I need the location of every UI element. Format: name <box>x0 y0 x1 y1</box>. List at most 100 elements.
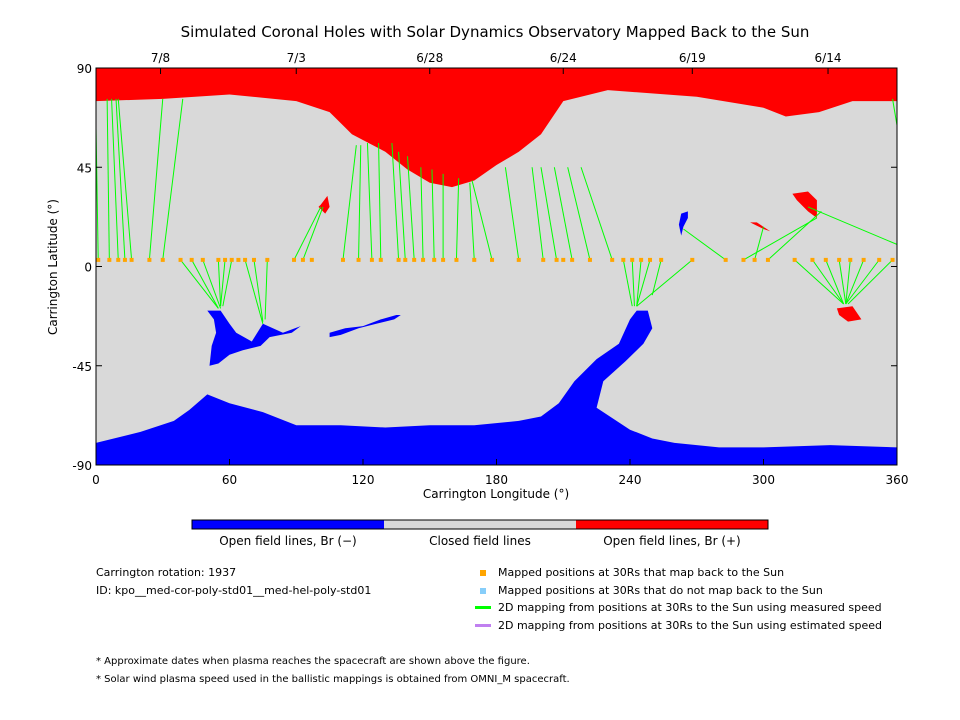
measured-mapping-line-45 <box>754 226 764 261</box>
y-tick-label: 45 <box>77 161 92 175</box>
mapped-point-10 <box>216 257 221 262</box>
y-tick-label: -45 <box>72 360 92 374</box>
measured-mapping-line-29 <box>469 182 475 260</box>
mapped-point-1 <box>107 257 112 262</box>
measured-mapping-line-32 <box>531 167 544 260</box>
region-positive-patch-100 <box>318 195 330 214</box>
date-tick-label: 6/24 <box>550 51 577 65</box>
mapped-point-20 <box>340 257 345 262</box>
measured-mapping-line-47 <box>794 259 844 305</box>
mapped-point-27 <box>421 257 426 262</box>
mapped-point-0 <box>96 257 101 262</box>
measured-mapping-line-36 <box>580 167 613 261</box>
legend-measured: 2D mapping from positions at 30Rs to the… <box>498 601 882 614</box>
measured-mapping-line-52 <box>845 259 865 305</box>
mapped-point-31 <box>472 257 477 262</box>
mapped-point-56 <box>877 257 882 262</box>
measured-mapping-line-55 <box>807 206 897 245</box>
mapped-point-41 <box>630 257 635 262</box>
measured-mapping-line-12 <box>222 259 233 307</box>
measured-mapping-line-17 <box>302 206 324 261</box>
measured-mapping-line-48 <box>812 259 845 305</box>
date-tick-label: 7/3 <box>287 51 306 65</box>
mapped-point-46 <box>723 257 728 262</box>
model-id: ID: kpo__med-cor-poly-std01__med-hel-pol… <box>96 584 372 597</box>
measured-mapping-line-30 <box>471 180 493 261</box>
mapped-point-37 <box>570 257 575 262</box>
measured-mapping-line-56 <box>892 98 897 126</box>
mapped-point-55 <box>861 257 866 262</box>
measured-mapping-line-42 <box>636 259 693 307</box>
x-tick-label: 0 <box>92 473 100 487</box>
measured-mapping-line-26 <box>431 169 435 260</box>
measured-mapping-line-40 <box>636 259 651 307</box>
mapping-lines <box>96 98 897 324</box>
mapped-point-7 <box>178 257 183 262</box>
measured-mapping-line-53 <box>845 259 880 305</box>
mapped-point-9 <box>200 257 205 262</box>
x-tick-label: 120 <box>352 473 375 487</box>
measured-mapping-line-18 <box>342 145 357 260</box>
mapped-point-40 <box>621 257 626 262</box>
measured-mapping-line-38 <box>631 259 635 307</box>
measured-mapping-line-16 <box>293 206 322 261</box>
mapped-point-22 <box>369 257 374 262</box>
mapped-point-19 <box>309 257 314 262</box>
mapped-point-43 <box>648 257 653 262</box>
mapped-point-2 <box>116 257 121 262</box>
mapped-point-30 <box>454 257 459 262</box>
x-tick-label: 300 <box>752 473 775 487</box>
measured-mapping-line-51 <box>845 259 851 305</box>
measured-mapping-line-9 <box>202 259 222 309</box>
mapped-point-28 <box>432 257 437 262</box>
x-tick-label: 240 <box>619 473 642 487</box>
mapped-point-44 <box>659 257 664 262</box>
measured-mapping-line-20 <box>366 142 373 260</box>
mapped-point-38 <box>587 257 592 262</box>
measured-mapping-line-11 <box>220 259 226 307</box>
mapped-point-42 <box>639 257 644 262</box>
measured-mapping-line-33 <box>540 167 558 260</box>
mapped-point-33 <box>516 257 521 262</box>
date-tick-label: 6/28 <box>416 51 443 65</box>
date-tick-label: 6/19 <box>679 51 706 65</box>
mapped-point-34 <box>541 257 546 262</box>
mapped-marker-swatch <box>480 570 486 576</box>
measured-mapping-line-3 <box>115 98 126 260</box>
date-tick-label: 7/8 <box>151 51 170 65</box>
mapped-point-53 <box>837 257 842 262</box>
measured-mapping-line-7 <box>180 259 219 309</box>
mapped-point-8 <box>189 257 194 262</box>
x-axis-label: Carrington Longitude (°) <box>423 487 569 501</box>
mapped-point-11 <box>223 257 228 262</box>
measured-mapping-line-25 <box>420 167 424 260</box>
measured-mapping-line-37 <box>622 259 633 307</box>
mapped-point-6 <box>160 257 165 262</box>
note-speed: * Solar wind plasma speed used in the ba… <box>96 674 570 685</box>
measured-mapping-line-2 <box>111 98 119 260</box>
legend-mapped: Mapped positions at 30Rs that map back t… <box>498 566 785 579</box>
mapped-point-4 <box>129 257 134 262</box>
region-positive-patch-340 <box>836 306 862 322</box>
y-tick-label: 0 <box>84 261 92 275</box>
measured-mapping-line-6 <box>162 98 184 260</box>
colorbar-open-positive <box>576 520 768 529</box>
measured-mapping-line-8 <box>191 259 219 309</box>
x-tick-label: 180 <box>485 473 508 487</box>
region-north-polar-positive <box>96 68 897 188</box>
colorbar: Open field lines, Br (−) Closed field li… <box>191 519 769 548</box>
measured-mapping-line-28 <box>455 178 460 260</box>
region-equatorial-negative-hole <box>207 310 301 366</box>
mapped-point-39 <box>610 257 615 262</box>
colorbar-label-closed: Closed field lines <box>429 534 531 548</box>
mapped-point-35 <box>554 257 559 262</box>
measured-mapping-line-34 <box>553 167 573 260</box>
x-tick-label: 60 <box>222 473 237 487</box>
mapped-point-36 <box>561 257 566 262</box>
mapped-point-47 <box>741 257 746 262</box>
colorbar-closed <box>384 520 576 529</box>
measured-mapping-line-49 <box>825 259 845 305</box>
not-mapped-marker-swatch <box>480 588 486 594</box>
measured-mapping-line-19 <box>358 145 362 260</box>
mapped-point-3 <box>122 257 127 262</box>
